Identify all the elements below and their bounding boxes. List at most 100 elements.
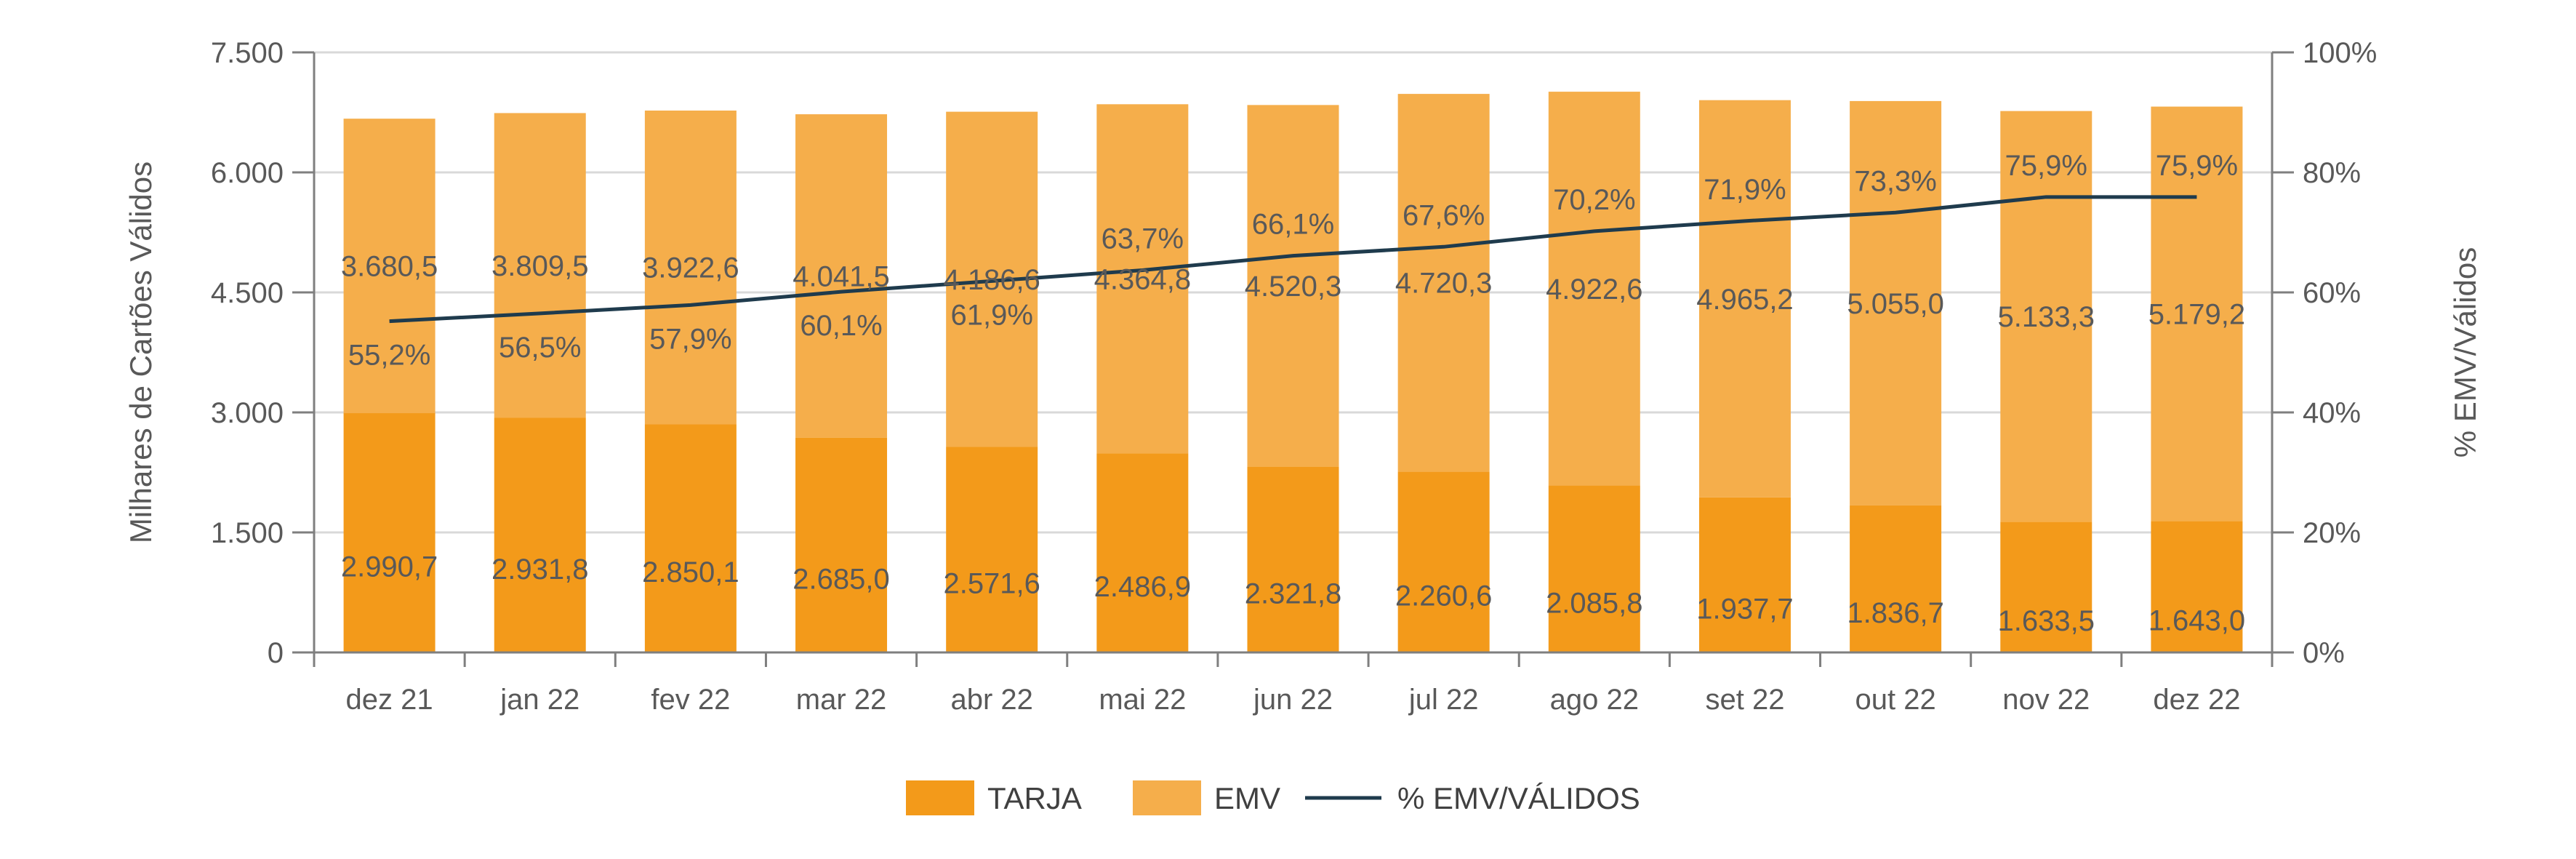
emv-value-label: 4.041,5 bbox=[793, 260, 889, 292]
emv-value-label: 4.186,6 bbox=[943, 264, 1040, 296]
pct-value-label: 71,9% bbox=[1704, 174, 1786, 206]
bar-tarja bbox=[1397, 471, 1490, 652]
bar-tarja bbox=[795, 437, 888, 652]
emv-value-label: 4.520,3 bbox=[1245, 271, 1341, 303]
tarja-value-label: 1.643,0 bbox=[2148, 605, 2245, 637]
x-tick-label: out 22 bbox=[1855, 684, 1936, 716]
left-tick-label: 0 bbox=[268, 637, 284, 669]
axes: 0 1.500 3.000 4.500 6.000 7.500 0% 20% 40% 60% 80%… bbox=[124, 37, 2482, 716]
bar-tarja bbox=[1850, 505, 1942, 652]
pct-value-label: 73,3% bbox=[1854, 165, 1936, 197]
emv-value-label: 3.922,6 bbox=[642, 252, 739, 284]
tarja-value-label: 2.931,8 bbox=[491, 554, 588, 586]
bars bbox=[343, 92, 2243, 652]
tarja-value-label: 2.850,1 bbox=[642, 556, 739, 588]
bar-tarja bbox=[1548, 485, 1640, 652]
bar-tarja bbox=[2151, 521, 2243, 652]
percentage-line bbox=[389, 195, 2197, 324]
tarja-value-label: 2.685,0 bbox=[793, 563, 889, 595]
tarja-value-label: 2.085,8 bbox=[1546, 587, 1642, 619]
emv-value-label: 3.809,5 bbox=[491, 250, 588, 282]
bar-emv bbox=[2151, 106, 2243, 522]
bar-emv bbox=[795, 114, 888, 438]
pct-value-label: 67,6% bbox=[1403, 199, 1485, 231]
right-axis-title: % EMV/Válidos bbox=[2448, 247, 2482, 458]
bar-emv bbox=[644, 111, 737, 425]
emv-value-label: 4.922,6 bbox=[1546, 273, 1642, 305]
bar-emv bbox=[1548, 92, 1640, 486]
left-tick-label: 3.000 bbox=[211, 397, 284, 429]
bar-emv bbox=[1397, 94, 1490, 472]
left-tick-label: 1.500 bbox=[211, 517, 284, 549]
emv-value-label: 3.680,5 bbox=[341, 251, 438, 283]
emv-value-label: 4.965,2 bbox=[1696, 284, 1793, 316]
bar-tarja bbox=[1247, 466, 1339, 652]
emv-value-label: 5.179,2 bbox=[2148, 298, 2245, 330]
bar-emv bbox=[343, 119, 436, 414]
left-axis-title: Milhares de Cartões Válidos bbox=[124, 161, 158, 543]
pct-value-label: 60,1% bbox=[800, 310, 882, 342]
legend-label: % EMV/VÁLIDOS bbox=[1397, 781, 1640, 815]
tarja-value-label: 1.836,7 bbox=[1847, 597, 1943, 629]
bar-tarja bbox=[946, 447, 1038, 652]
legend-label: TARJA bbox=[987, 781, 1082, 815]
bar-emv bbox=[1698, 100, 1791, 498]
tarja-value-label: 1.633,5 bbox=[1998, 605, 2095, 637]
x-tick-label: ago 22 bbox=[1550, 684, 1639, 716]
bar-tarja bbox=[343, 413, 436, 652]
pct-value-label: 61,9% bbox=[950, 299, 1032, 331]
x-tick-label: mar 22 bbox=[796, 684, 887, 716]
pct-emv-line bbox=[389, 195, 2197, 324]
legend-label: EMV bbox=[1214, 781, 1280, 815]
bar-emv bbox=[1247, 105, 1339, 467]
bar-tarja bbox=[1698, 497, 1791, 652]
x-tick-label: jan 22 bbox=[499, 684, 579, 716]
bar-tarja bbox=[1096, 453, 1189, 652]
tarja-value-label: 2.486,9 bbox=[1094, 571, 1191, 603]
x-tick-label: nov 22 bbox=[2002, 684, 2090, 716]
legend: TARJA EMV % EMV/VÁLIDOS bbox=[906, 780, 1640, 815]
pct-value-label: 57,9% bbox=[649, 323, 731, 355]
pct-value-label: 63,7% bbox=[1102, 223, 1184, 255]
x-tick-label: abr 22 bbox=[950, 684, 1032, 716]
bar-tarja bbox=[644, 424, 737, 652]
tarja-value-label: 2.321,8 bbox=[1245, 578, 1341, 610]
x-tick-label: fev 22 bbox=[651, 684, 730, 716]
left-tick-label: 6.000 bbox=[211, 157, 284, 189]
pct-value-label: 55,2% bbox=[348, 340, 430, 372]
left-tick-label: 7.500 bbox=[211, 37, 284, 69]
bar-tarja bbox=[494, 417, 586, 652]
legend-swatch-emv bbox=[1133, 780, 1201, 815]
bar-emv bbox=[2000, 111, 2093, 522]
bar-emv bbox=[494, 113, 586, 418]
tarja-value-label: 1.937,7 bbox=[1696, 593, 1793, 625]
left-tick-label: 4.500 bbox=[211, 277, 284, 309]
right-tick-label: 0% bbox=[2303, 637, 2345, 669]
emv-value-label: 5.133,3 bbox=[1998, 301, 2095, 333]
tarja-value-label: 2.571,6 bbox=[943, 568, 1040, 600]
x-tick-label: jun 22 bbox=[1253, 684, 1333, 716]
x-tick-label: set 22 bbox=[1705, 684, 1784, 716]
right-tick-label: 40% bbox=[2303, 397, 2361, 429]
pct-value-label: 75,9% bbox=[2005, 150, 2087, 182]
legend-swatch-tarja bbox=[906, 780, 974, 815]
pct-value-label: 75,9% bbox=[2156, 150, 2238, 182]
right-tick-label: 80% bbox=[2303, 157, 2361, 189]
pct-value-label: 66,1% bbox=[1252, 209, 1334, 241]
emv-value-label: 4.720,3 bbox=[1395, 268, 1492, 300]
pct-value-label: 70,2% bbox=[1553, 184, 1635, 216]
right-tick-label: 20% bbox=[2303, 517, 2361, 549]
data-labels: 2.990,7 3.680,5 55,2% 2.931,8 3.809,5 56,5% 2.… bbox=[341, 150, 2245, 637]
pct-value-label: 56,5% bbox=[499, 332, 581, 364]
x-tick-label: dez 22 bbox=[2153, 684, 2240, 716]
emv-value-label: 5.055,0 bbox=[1847, 288, 1943, 320]
tarja-value-label: 2.260,6 bbox=[1395, 580, 1492, 612]
x-tick-label: mai 22 bbox=[1099, 684, 1186, 716]
bar-emv bbox=[1850, 100, 1942, 506]
emv-value-label: 4.364,8 bbox=[1094, 263, 1191, 295]
tarja-value-label: 2.990,7 bbox=[341, 551, 438, 583]
x-tick-label: dez 21 bbox=[346, 684, 433, 716]
bar-emv bbox=[1096, 104, 1189, 454]
